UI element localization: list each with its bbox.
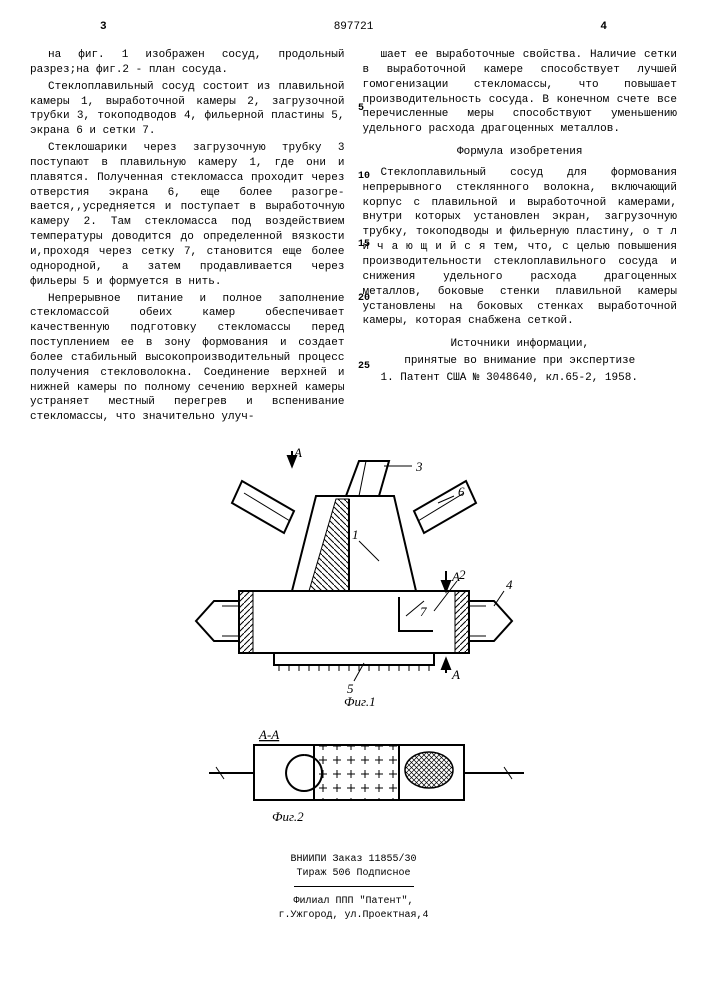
ref-label-6: 6 bbox=[458, 484, 465, 499]
references-title: Источники информации, bbox=[363, 337, 678, 352]
paragraph: шает ее выработочные свойства. Нали­чие … bbox=[363, 48, 678, 137]
line-number: 5 bbox=[358, 102, 364, 116]
page-number-right: 4 bbox=[600, 20, 607, 35]
figure-2: A-A Фиг.2 bbox=[30, 721, 677, 835]
paragraph: Стеклоплавильный сосуд состоит из плавил… bbox=[30, 80, 345, 139]
ref-label-1: 1 bbox=[352, 527, 359, 542]
line-number: 25 bbox=[358, 360, 370, 374]
ref-label-7: 7 bbox=[420, 604, 427, 619]
ref-label-3: 3 bbox=[415, 459, 423, 474]
line-number: 10 bbox=[358, 170, 370, 184]
line-number: 20 bbox=[358, 292, 370, 306]
reference-item: 1. Патент США № 3048640, кл.65-2, 1958. bbox=[363, 371, 678, 386]
footer-divider bbox=[294, 886, 414, 887]
footer-line: ВНИИПИ Заказ 11855/30 bbox=[30, 853, 677, 867]
text-columns: на фиг. 1 изображен сосуд, про­дольный р… bbox=[30, 48, 677, 427]
patent-number: 897721 bbox=[334, 20, 374, 35]
footer-line: г.Ужгород, ул.Проектная,4 bbox=[30, 909, 677, 923]
figure-1: A A A 1 2 3 4 5 6 7 Фиг.1 bbox=[30, 437, 677, 721]
references-subtitle: принятые во внимание при экспертизе bbox=[363, 354, 678, 369]
right-column: шает ее выработочные свойства. Нали­чие … bbox=[363, 48, 678, 427]
footer-line: Тираж 506 Подписное bbox=[30, 867, 677, 881]
left-column: на фиг. 1 изображен сосуд, про­дольный р… bbox=[30, 48, 345, 427]
figure-1-caption: Фиг.1 bbox=[344, 694, 376, 709]
footer-line: Филиал ППП "Патент", bbox=[30, 895, 677, 909]
imprint-footer: ВНИИПИ Заказ 11855/30 Тираж 506 Подписно… bbox=[30, 853, 677, 922]
paragraph: Стеклошарики через загрузочную трубку 3 … bbox=[30, 141, 345, 289]
paragraph: на фиг. 1 изображен сосуд, про­дольный р… bbox=[30, 48, 345, 78]
ref-label-2: 2 bbox=[459, 567, 466, 582]
figure-2-section-label: A-A bbox=[258, 727, 279, 742]
ref-label-4: 4 bbox=[506, 577, 513, 592]
claim-text: Стеклоплавильный сосуд для формо­вания н… bbox=[363, 166, 678, 329]
page-number-left: 3 bbox=[100, 20, 107, 35]
section-arrow-label: A bbox=[451, 667, 460, 682]
claims-title: Формула изобретения bbox=[363, 145, 678, 160]
line-number: 15 bbox=[358, 238, 370, 252]
paragraph: Непрерывное питание и полное за­полнение… bbox=[30, 292, 345, 426]
figure-2-caption: Фиг.2 bbox=[272, 809, 304, 824]
